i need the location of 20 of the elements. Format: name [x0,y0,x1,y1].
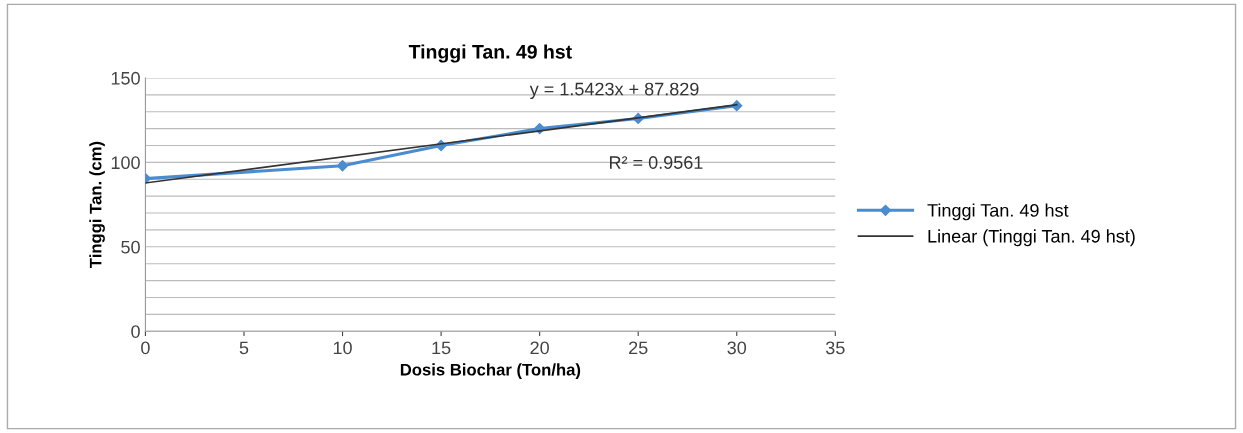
annotation: y = 1.5423x + 87.829 [529,82,699,100]
annotation: R² = 0.9561 [609,156,703,169]
legend-label: Linear (Tinggi Tan. 49 hst) [928,229,1135,247]
y-tick-label: 150 [111,71,140,85]
x-tick-label: 5 [239,341,249,355]
y-tick-label: 50 [121,240,140,254]
legend-label: Tinggi Tan. 49 hst [927,203,1069,221]
point [336,160,349,172]
x-tick-label: 10 [333,341,352,355]
x-tick-label: 25 [629,341,648,355]
x-tick-label: 35 [825,341,845,355]
x-tick-label: 15 [432,341,451,355]
x-tick-label: 0 [141,341,150,355]
y-axis-title: Tinggi Tan. (cm) [89,141,105,268]
y-tick-label: 0 [131,325,140,338]
chart-title: Tinggi Tan. 49 hst [408,44,572,63]
x-axis-title: Dosis Biochar (Ton/ha) [400,363,581,379]
y-tick-label: 100 [111,156,140,170]
x-tick-label: 30 [727,341,747,355]
x-tick-label: 20 [530,341,549,355]
